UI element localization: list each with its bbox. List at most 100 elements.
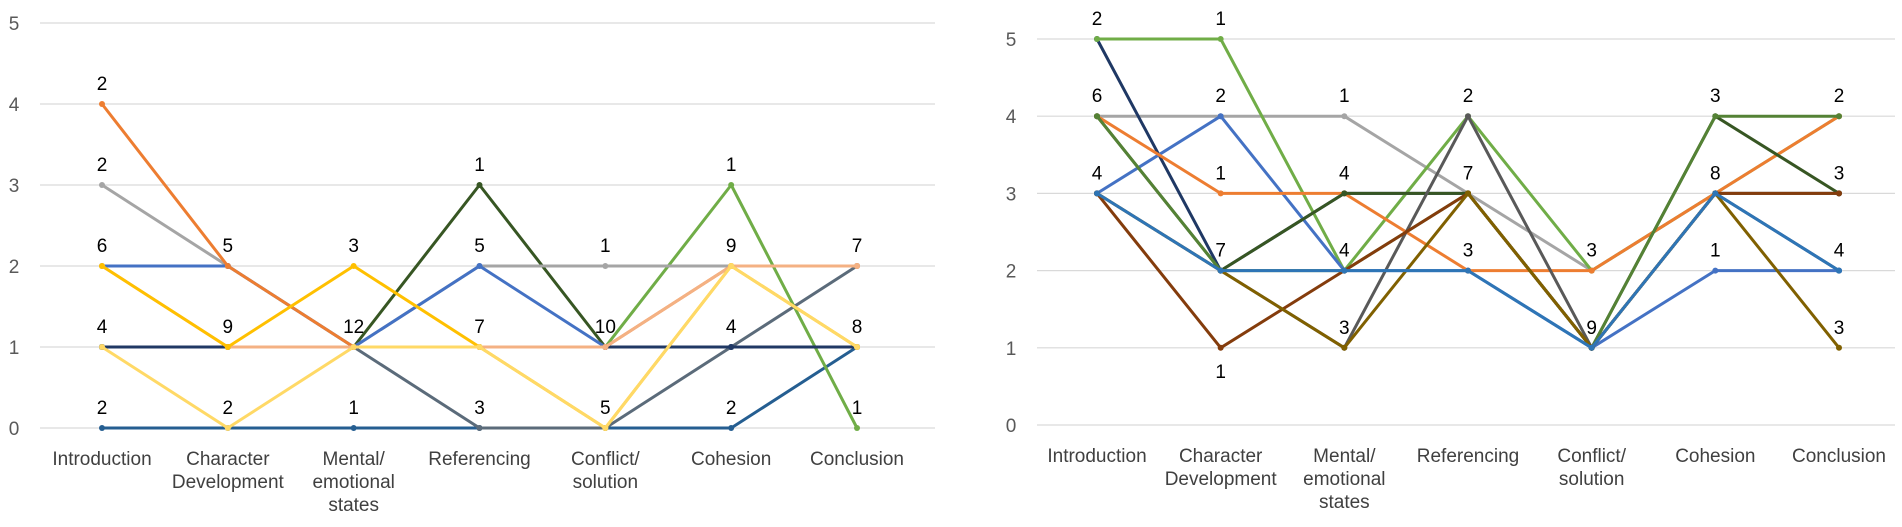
chart0-x-tick-2-line-0: Mental/ xyxy=(323,449,386,470)
chart0-data-label-1: 2 xyxy=(97,155,108,176)
chart0-series-10-point-6 xyxy=(854,263,860,269)
chart1-series-4-point-5 xyxy=(1712,267,1719,274)
chart0-x-tick-3: Referencing xyxy=(428,449,530,470)
chart0-data-label-18: 1 xyxy=(726,155,737,176)
chart0-x-tick-5-line-0: Cohesion xyxy=(691,449,771,470)
chart1-data-label-23: 3 xyxy=(1834,318,1845,339)
chart0-data-label-0: 2 xyxy=(97,74,108,95)
chart0-data-label-21: 2 xyxy=(726,398,737,419)
chart0-y-tick-2: 2 xyxy=(9,257,20,278)
chart0-y-tick-3: 3 xyxy=(9,176,20,197)
chart1-series-4-point-1 xyxy=(1217,113,1224,120)
chart1-x-tick-3-line-0: Referencing xyxy=(1417,446,1519,467)
chart0-series-2-point-5 xyxy=(728,425,735,431)
chart0-series-10-point-4 xyxy=(602,344,609,350)
chart1-series-1-point-2 xyxy=(1341,113,1348,120)
chart1-data-label-12: 2 xyxy=(1463,86,1474,107)
chart1-x-tick-2: Mental/emotional states xyxy=(1303,446,1385,513)
chart1-series-10-point-2 xyxy=(1341,344,1348,351)
chart0-series-12-point-6 xyxy=(854,344,860,350)
chart1-x-tick-3: Referencing xyxy=(1417,446,1519,467)
chart0-data-label-6: 9 xyxy=(223,317,234,338)
chart1-data-label-11: 3 xyxy=(1339,318,1350,339)
chart1-data-label-7: 1 xyxy=(1215,362,1226,383)
chart1-x-tick-1: Character Development xyxy=(1165,446,1278,490)
chart1-data-label-19: 1 xyxy=(1710,241,1721,262)
chart0-series-11-point-0 xyxy=(99,263,105,269)
chart0-series-12-point-5 xyxy=(728,263,735,269)
chart1-x-tick-5: Cohesion xyxy=(1675,446,1755,467)
chart0-data-label-16: 10 xyxy=(595,317,616,338)
chart0-x-tick-3-line-0: Referencing xyxy=(428,449,530,470)
chart0-x-tick-6-line-0: Conclusion xyxy=(810,449,904,470)
chart1-x-tick-2-line-2: states xyxy=(1319,492,1370,513)
chart1-x-tick-1-line-0: Character xyxy=(1179,446,1263,467)
chart1-series-5-point-4 xyxy=(1588,267,1595,274)
chart0-x-tick-2: Mental/emotional states xyxy=(312,449,394,516)
chart1-x-tick-2-line-1: emotional xyxy=(1303,469,1385,490)
chart0-series-3-point-6 xyxy=(854,425,860,431)
chart0-y-tick-5: 5 xyxy=(9,14,20,35)
chart0-data-label-12: 5 xyxy=(474,236,485,257)
chart1-data-label-8: 1 xyxy=(1339,86,1350,107)
chart0-series-11-point-1 xyxy=(224,344,231,350)
chart0-series-12-point-1 xyxy=(224,425,231,431)
chart0-series-9-point-1 xyxy=(224,263,231,269)
chart1-data-label-13: 7 xyxy=(1463,163,1474,184)
chart1-x-tick-5-line-0: Cohesion xyxy=(1675,446,1755,467)
chart1-series-3-point-0 xyxy=(1094,36,1100,42)
chart1-y-tick-3: 3 xyxy=(1006,184,1017,205)
chart0-data-label-15: 1 xyxy=(600,236,611,257)
chart1-x-tick-0-line-0: Introduction xyxy=(1047,446,1146,467)
chart0-series-9-point-0 xyxy=(99,101,105,107)
chart0-x-tick-1-line-0: Character xyxy=(186,449,270,470)
chart0-x-tick-5: Cohesion xyxy=(691,449,771,470)
chart0-y-tick-1: 1 xyxy=(9,338,20,359)
chart1-data-label-14: 3 xyxy=(1463,241,1474,262)
chart0-data-label-8: 3 xyxy=(348,236,359,257)
chart1-series-8-point-3 xyxy=(1465,113,1471,120)
chart1-series-11-point-3 xyxy=(1465,267,1471,274)
chart1-x-tick-1-line-1: Development xyxy=(1165,469,1278,490)
chart1-data-label-10: 4 xyxy=(1339,241,1350,262)
chart0-data-label-11: 1 xyxy=(474,155,485,176)
chart0-x-tick-6: Conclusion xyxy=(810,449,904,470)
chart0-data-label-7: 2 xyxy=(223,398,234,419)
chart1-series-6-point-2 xyxy=(1341,190,1348,197)
chart1-data-label-2: 4 xyxy=(1092,163,1103,184)
chart0-x-tick-4-line-1: solution xyxy=(573,472,639,493)
chart0-y-tick-0: 0 xyxy=(9,419,20,440)
right-line-chart: 0 1 2 3 4 5 Introduction Character Development Me… xyxy=(1006,9,1895,513)
chart0-series-8-point-5 xyxy=(728,344,735,350)
chart1-y-tick-1: 1 xyxy=(1006,339,1017,360)
chart1-x-tick-0: Introduction xyxy=(1047,446,1146,467)
chart1-series-11-point-4 xyxy=(1588,344,1595,351)
chart0-series-6-point-3 xyxy=(476,425,483,431)
chart1-series-11-point-1 xyxy=(1217,267,1224,274)
chart0-data-label-9: 12 xyxy=(343,317,364,338)
chart0-series-7-point-3 xyxy=(476,263,483,269)
chart0-series-3-point-5 xyxy=(728,182,735,188)
chart1-data-label-18: 8 xyxy=(1710,163,1721,184)
chart0-x-tick-2-line-1: emotional xyxy=(312,472,394,493)
chart0-series-12-point-2 xyxy=(350,344,357,350)
chart1-y-tick-5: 5 xyxy=(1006,30,1017,51)
chart1-series-11-point-0 xyxy=(1094,190,1100,197)
chart1-data-label-3: 1 xyxy=(1215,9,1226,30)
chart0-series-2-point-0 xyxy=(99,425,105,431)
chart0-data-label-3: 4 xyxy=(97,317,108,338)
chart0-x-tick-2-line-2: states xyxy=(328,495,379,516)
chart0-series-5-point-0 xyxy=(99,182,105,188)
chart1-series-5-point-1 xyxy=(1217,190,1224,197)
chart0-series-12-point-0 xyxy=(99,344,105,350)
chart1-series-3-line xyxy=(1097,37,1840,273)
chart0-x-tick-1: Character Development xyxy=(172,449,285,493)
chart0-y-tick-4: 4 xyxy=(9,95,20,116)
chart1-series-4-line xyxy=(1096,114,1839,350)
chart1-series-6-line xyxy=(1095,114,1840,350)
chart1-series-10-point-3 xyxy=(1465,190,1471,197)
chart0-data-label-17: 5 xyxy=(600,398,611,419)
chart1-series-11-point-6 xyxy=(1836,267,1842,274)
